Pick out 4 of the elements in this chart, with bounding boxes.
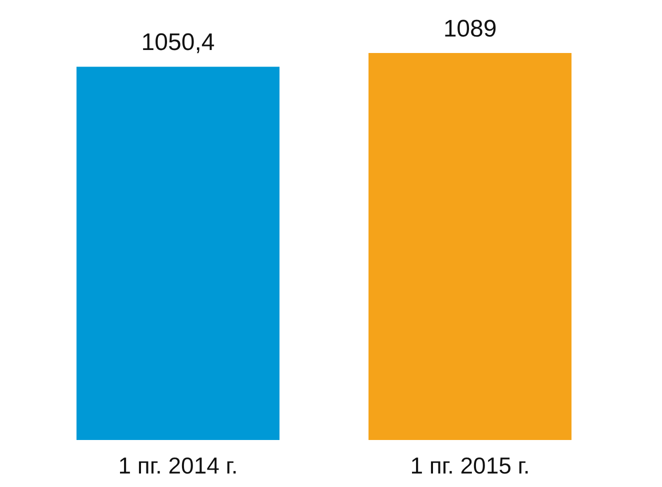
x-tick-label: 1 пг. 2015 г.	[410, 452, 530, 478]
x-tick-label: 1 пг. 2014 г.	[118, 452, 238, 478]
data-label: 1089	[443, 16, 497, 42]
data-label: 1050,4	[141, 29, 215, 56]
